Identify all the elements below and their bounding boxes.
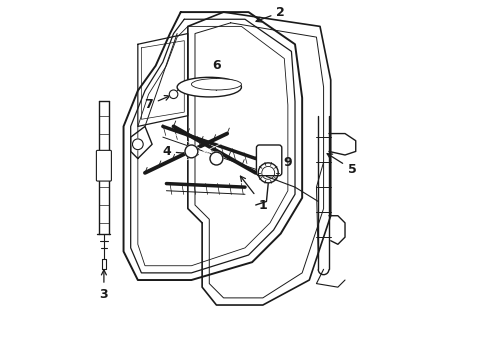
Text: 4: 4 [162, 145, 198, 158]
Circle shape [169, 90, 178, 99]
Text: 2: 2 [256, 6, 285, 22]
Circle shape [185, 145, 198, 158]
Ellipse shape [192, 78, 242, 90]
Text: 3: 3 [99, 270, 108, 301]
FancyBboxPatch shape [97, 150, 111, 181]
Text: 9: 9 [273, 156, 292, 171]
Text: 5: 5 [327, 154, 357, 176]
FancyBboxPatch shape [256, 145, 282, 176]
Circle shape [132, 139, 143, 150]
Text: 8: 8 [263, 152, 271, 179]
Text: 1: 1 [241, 176, 267, 212]
Text: 7: 7 [144, 96, 170, 112]
Circle shape [210, 152, 223, 165]
Text: 6: 6 [212, 59, 220, 90]
Ellipse shape [177, 77, 242, 97]
